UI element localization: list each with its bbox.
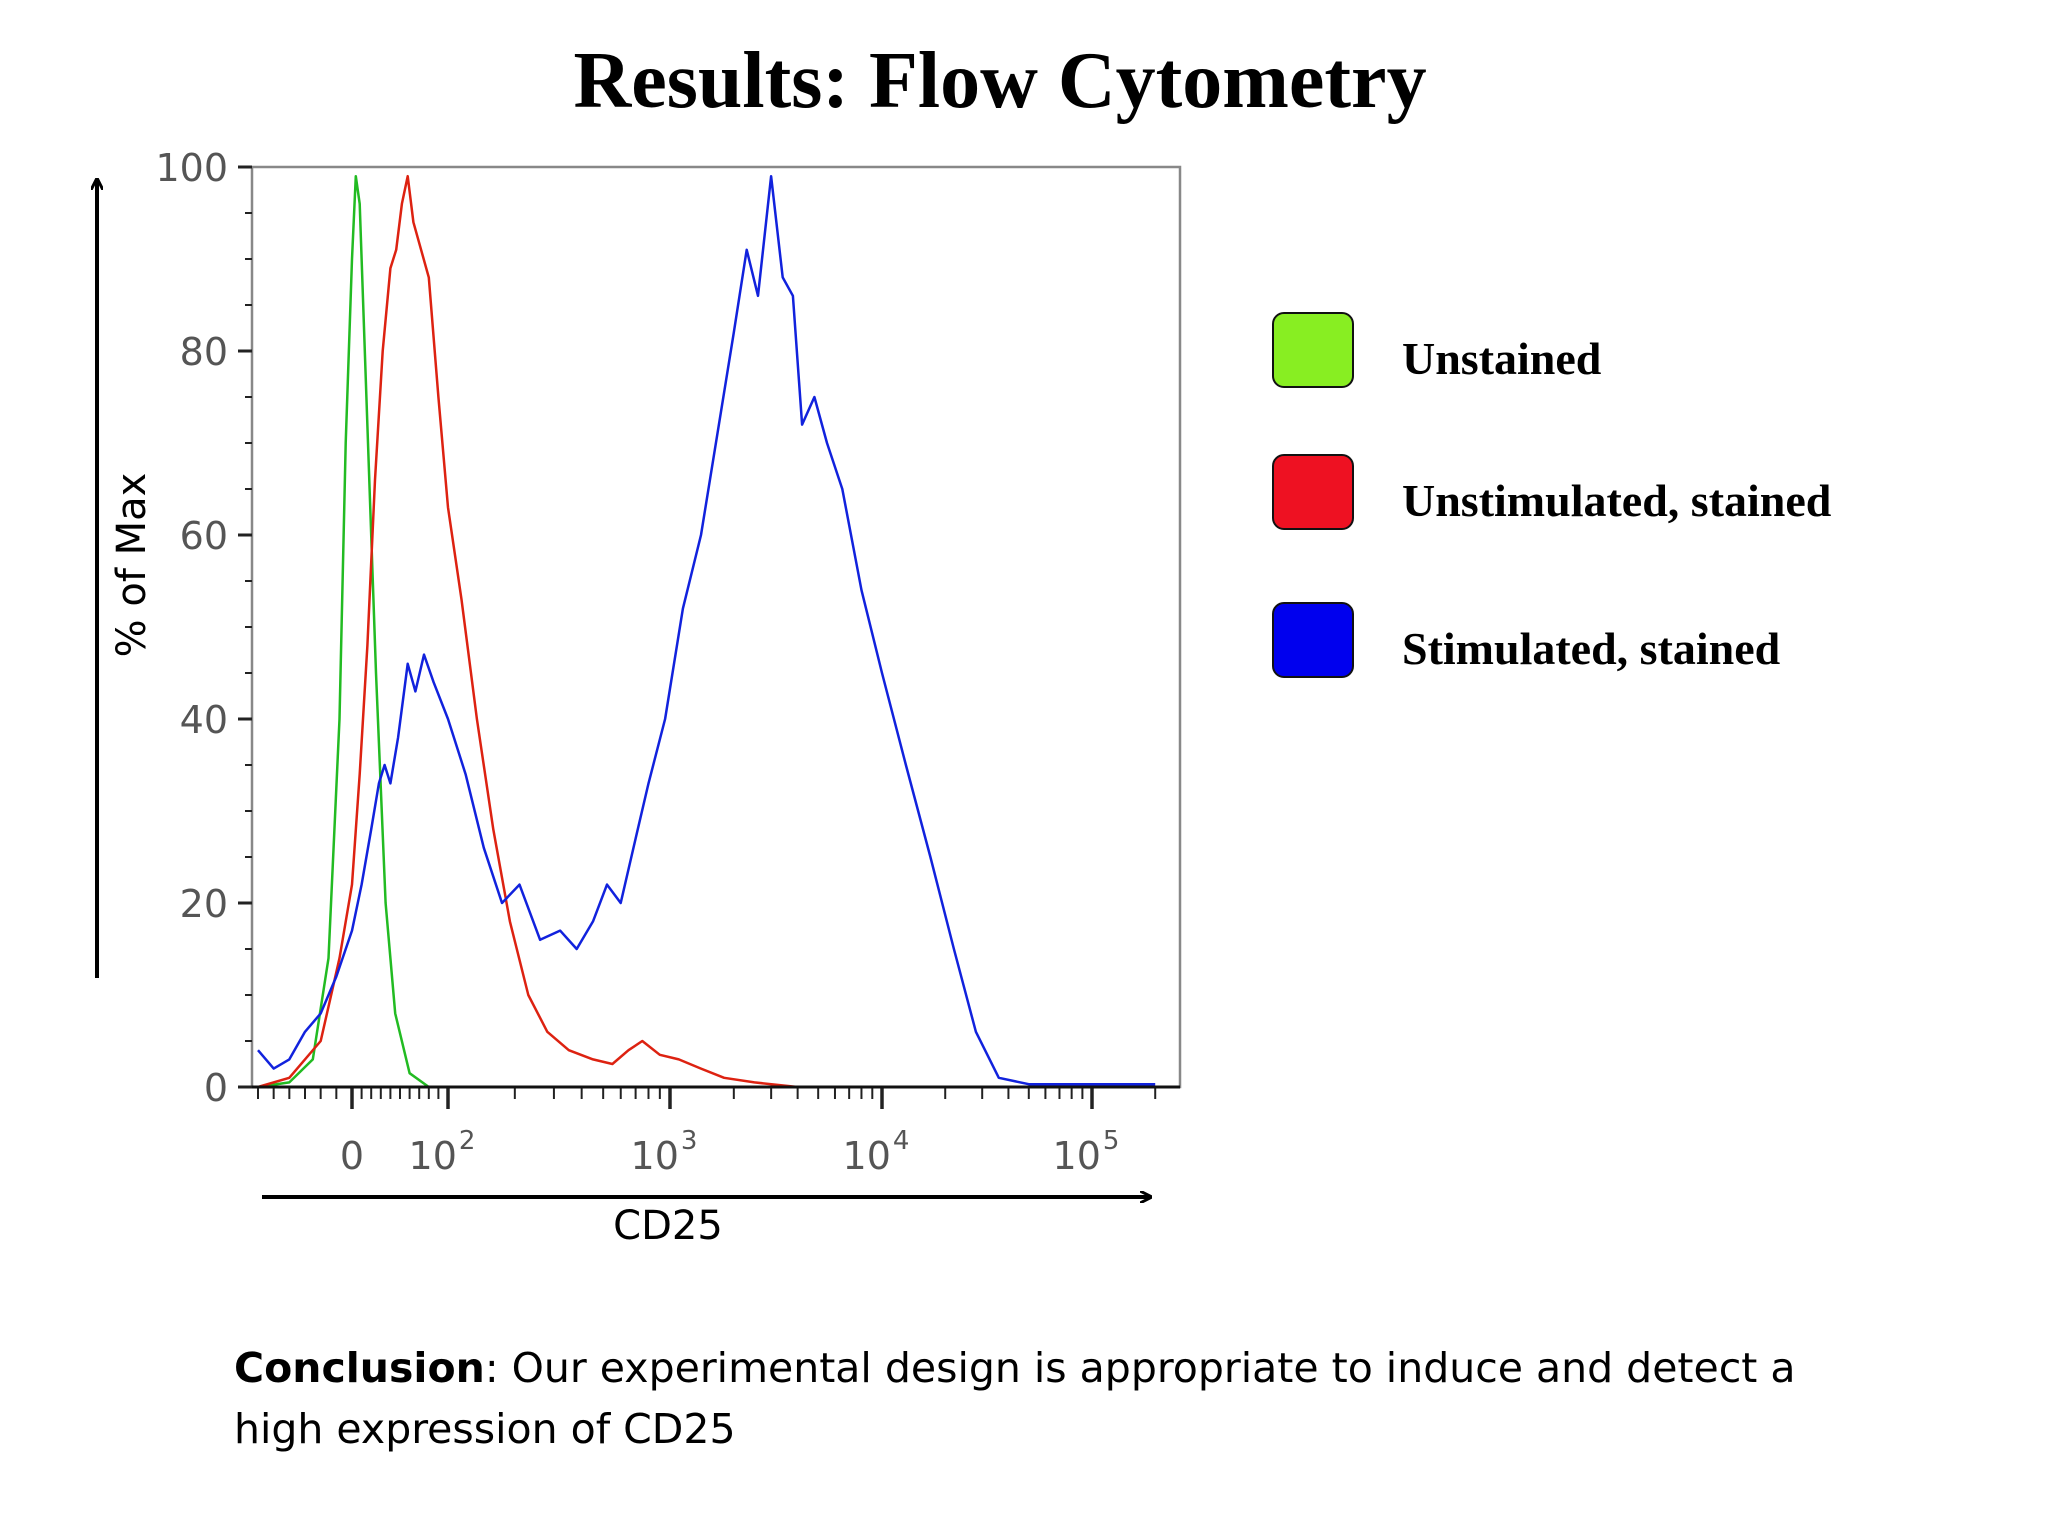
y-tick-label: 80	[180, 330, 228, 374]
x-tick-label: 105	[1053, 1126, 1120, 1178]
histogram-chart: 0 20 40 60 80 100 0 102 103 104 105	[0, 146, 1182, 1300]
y-axis: 0 20 40 60 80 100	[155, 146, 252, 1110]
conclusion-text: Conclusion: Our experimental design is a…	[234, 1338, 1854, 1460]
x-tick-label: 103	[631, 1126, 698, 1178]
series-line-unstimulated-stained	[257, 174, 1156, 1089]
series-group	[257, 174, 1156, 1089]
slide-title: Results: Flow Cytometry	[573, 37, 1427, 125]
legend-label-stimulated-stained: Stimulated, stained	[1402, 623, 1781, 674]
x-tick-label: 104	[843, 1126, 910, 1178]
y-tick-label: 60	[180, 514, 228, 558]
legend-swatch-stimulated-stained	[1272, 602, 1354, 678]
y-tick-label: 100	[155, 146, 228, 190]
legend-item-unstimulated-stained: Unstimulated, stained	[1272, 454, 1972, 534]
series-line-stimulated-stained	[257, 174, 1156, 1086]
x-tick-label: 0	[340, 1134, 364, 1178]
y-tick-label: 40	[180, 698, 228, 742]
y-tick-label: 0	[204, 1066, 228, 1110]
y-tick-label: 20	[180, 882, 228, 926]
plot-frame	[250, 165, 1182, 1089]
conclusion-body: : Our experimental design is appropriate…	[234, 1344, 1796, 1453]
conclusion-heading: Conclusion	[234, 1344, 485, 1392]
legend-label-unstimulated-stained: Unstimulated, stained	[1402, 475, 1832, 526]
x-axis-label: CD25	[613, 1203, 723, 1249]
y-axis-label: % of Max	[109, 472, 155, 658]
legend-swatch-unstimulated-stained	[1272, 454, 1354, 530]
x-axis: 0 102 103 104 105	[257, 1087, 1157, 1178]
legend-swatch-unstained	[1272, 312, 1354, 388]
legend-label-unstained: Unstained	[1402, 333, 1602, 384]
legend-item-unstained: Unstained	[1272, 312, 1972, 392]
legend-item-stimulated-stained: Stimulated, stained	[1272, 602, 1972, 682]
series-line-unstained	[257, 174, 1156, 1089]
x-tick-label: 102	[409, 1126, 476, 1178]
